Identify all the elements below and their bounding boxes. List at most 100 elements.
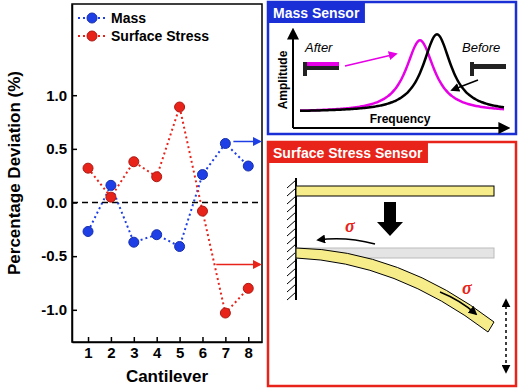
- legend-label: Surface Stress: [111, 28, 209, 44]
- y-tick-label: -0.5: [41, 247, 67, 264]
- y-tick-label: 0.5: [46, 140, 67, 157]
- x-tick-label: 1: [84, 344, 92, 361]
- legend-label: Mass: [111, 10, 146, 26]
- wall-hatch: [287, 228, 296, 236]
- wall-hatch: [287, 220, 296, 228]
- resonance-before: [300, 34, 504, 110]
- sketch-y-label: Amplitude: [276, 50, 290, 109]
- y-axis-line: [72, 5, 74, 343]
- panel-frame: [268, 142, 516, 386]
- cantilever-icon: [303, 66, 339, 70]
- wall-hatch: [287, 236, 296, 244]
- wall-hatch: [287, 204, 296, 212]
- y-tick: -1.0: [41, 301, 77, 318]
- x-tick: 7: [222, 337, 230, 361]
- wall-hatch: [287, 276, 296, 284]
- plot-frame: [72, 4, 262, 342]
- cantilever-straight: [296, 186, 494, 196]
- after-label: After: [304, 40, 333, 55]
- cantilever-wall: [303, 62, 307, 76]
- figure: 12345678-1.0-0.50.00.51.0CantileverPerce…: [0, 0, 519, 389]
- wall-hatch: [287, 180, 296, 188]
- series-point: [83, 163, 93, 173]
- cantilever-icon: [470, 64, 506, 69]
- y-axis-title: Percentage Deviation (%): [5, 71, 24, 275]
- y-axis: -1.0-0.50.00.51.0: [41, 5, 77, 343]
- x-tick-label: 3: [130, 344, 138, 361]
- sketch-x-label: Frequency: [370, 112, 431, 126]
- x-tick: 8: [245, 337, 253, 361]
- sketch-axis: [292, 30, 294, 128]
- y-tick-label: 0.0: [46, 194, 67, 211]
- series-line: [88, 143, 248, 246]
- deflection-arrow: [505, 300, 507, 372]
- series-point: [243, 161, 253, 171]
- x-tick: 2: [107, 337, 115, 361]
- wall-hatch: [287, 292, 296, 300]
- series-point: [106, 180, 116, 190]
- plot-area: [72, 102, 262, 318]
- series-point: [220, 138, 230, 148]
- x-tick-label: 4: [153, 344, 162, 361]
- panel-frame: [268, 2, 516, 134]
- series-point: [129, 157, 139, 167]
- wall-hatch: [287, 260, 296, 268]
- y-tick: 0.0: [46, 194, 77, 211]
- pointer-arrow: [452, 80, 478, 90]
- cantilever-wall: [470, 62, 474, 76]
- series-arrow: [233, 141, 260, 143]
- wall-hatch: [287, 252, 296, 260]
- x-tick-mark: [111, 337, 113, 342]
- x-tick-label: 2: [107, 344, 115, 361]
- wall-hatch: [287, 188, 296, 196]
- x-tick-label: 6: [199, 344, 207, 361]
- x-tick-label: 8: [245, 344, 253, 361]
- y-tick: -0.5: [41, 247, 77, 264]
- x-axis: 12345678: [73, 337, 263, 361]
- series-point: [152, 230, 162, 240]
- x-tick-label: 7: [222, 344, 230, 361]
- y-tick-mark: [72, 95, 77, 97]
- series-point: [83, 226, 93, 236]
- transition-arrow: [377, 202, 403, 236]
- panel-title: Mass Sensor: [273, 5, 360, 21]
- legend-item: Surface Stress: [78, 28, 209, 44]
- series-point: [152, 172, 162, 182]
- series-point: [106, 192, 116, 202]
- series-point: [197, 206, 207, 216]
- y-tick-mark: [72, 310, 77, 312]
- series-line: [88, 107, 248, 313]
- x-tick: 1: [84, 337, 92, 361]
- y-tick-mark: [72, 149, 77, 151]
- reference-line: [72, 202, 262, 204]
- x-axis-title: Cantilever: [126, 367, 209, 386]
- wall-hatch: [287, 244, 296, 252]
- legend-item: Mass: [78, 10, 146, 26]
- y-tick: 0.5: [46, 140, 77, 157]
- x-tick-mark: [248, 337, 250, 342]
- sketch-axis: [293, 127, 508, 129]
- x-tick-mark: [225, 337, 227, 342]
- x-tick-mark: [88, 337, 90, 342]
- x-tick-label: 5: [176, 344, 184, 361]
- wall-hatch: [287, 268, 296, 276]
- x-tick: 6: [199, 337, 207, 361]
- y-tick-mark: [72, 202, 77, 204]
- surface-stress-panel: Surface Stress Sensorσσ: [268, 142, 516, 386]
- panel-title-box: [268, 2, 365, 23]
- x-tick-mark: [156, 337, 158, 342]
- series-point: [243, 283, 253, 293]
- pointer-arrow: [345, 54, 396, 66]
- legend-marker: [87, 31, 97, 41]
- x-axis-line: [73, 342, 263, 344]
- y-tick-mark: [72, 256, 77, 258]
- panel-title-box: [268, 142, 428, 163]
- series-point: [175, 102, 185, 112]
- x-tick: 5: [176, 337, 184, 361]
- legend-marker: [87, 13, 97, 23]
- series-point: [220, 308, 230, 318]
- cantilever-bent: [296, 248, 494, 332]
- before-label: Before: [462, 40, 500, 55]
- legend: Mass Surface Stress: [78, 10, 209, 44]
- wall-hatch: [287, 212, 296, 220]
